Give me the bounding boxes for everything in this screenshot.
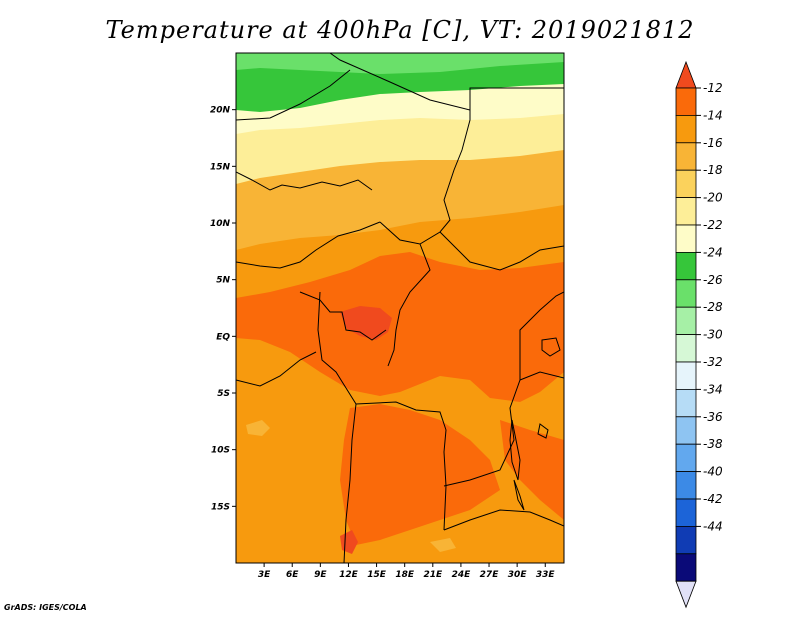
colorbar-swatch bbox=[675, 251, 697, 281]
grads-credit: GrADS: IGES/COLA bbox=[4, 603, 87, 612]
border-line bbox=[343, 403, 357, 563]
colorbar-label: -14 bbox=[703, 108, 723, 122]
border-line bbox=[236, 171, 373, 191]
border-line bbox=[379, 87, 564, 245]
colorbar-swatch bbox=[675, 224, 697, 253]
colorbar-label: -24 bbox=[703, 245, 723, 259]
border-line bbox=[387, 243, 431, 367]
y-tick-label: 5S bbox=[217, 389, 230, 399]
lake-line bbox=[537, 423, 549, 439]
border-line bbox=[236, 221, 381, 269]
colorbar-label: -34 bbox=[703, 382, 723, 396]
x-tick-label: 15E bbox=[367, 570, 387, 580]
colorbar-swatch bbox=[675, 306, 697, 336]
colorbar-swatch bbox=[675, 443, 697, 473]
colorbar-label: -32 bbox=[703, 355, 723, 369]
lake-line bbox=[513, 479, 525, 511]
y-tick-label: 10S bbox=[211, 446, 230, 456]
colorbar-label: -12 bbox=[703, 81, 723, 95]
colorbar-top-arrow bbox=[675, 60, 697, 89]
y-tick-label: 20N bbox=[210, 106, 231, 116]
field-level-m16-spot bbox=[246, 420, 270, 436]
colorbar-label: -42 bbox=[703, 492, 723, 506]
y-tick-label: 15N bbox=[210, 162, 231, 172]
border-line bbox=[329, 53, 471, 120]
field-level-m16-spot-2 bbox=[430, 538, 456, 552]
map-frame bbox=[235, 52, 565, 564]
colorbar-label: -20 bbox=[703, 191, 723, 205]
colorbar-swatch bbox=[675, 526, 697, 555]
colorbar-swatch bbox=[675, 279, 697, 308]
colorbar-swatch bbox=[675, 197, 697, 226]
colorbar-swatch bbox=[675, 334, 697, 363]
colorbar-label: -30 bbox=[703, 328, 723, 342]
country-borders bbox=[236, 53, 564, 563]
border-line bbox=[443, 509, 564, 531]
border-line bbox=[236, 69, 351, 121]
y-axis-ticks: 20N 15N 10N 5N EQ 5S 10S 15S bbox=[210, 106, 236, 512]
colorbar-swatch bbox=[675, 115, 697, 144]
colorbar-label: -16 bbox=[703, 136, 723, 150]
colorbar-swatch bbox=[675, 169, 697, 198]
field-level-m26 bbox=[236, 53, 564, 74]
lake-line bbox=[509, 419, 521, 481]
x-tick-label: 3E bbox=[258, 570, 271, 580]
border-line bbox=[519, 371, 564, 381]
colorbar-swatch bbox=[675, 471, 697, 500]
colorbar-label: -26 bbox=[703, 273, 723, 287]
y-tick-label: EQ bbox=[216, 332, 230, 342]
y-tick-label: 10N bbox=[210, 219, 231, 229]
x-tick-label: 18E bbox=[395, 570, 415, 580]
x-axis-ticks: 3E 6E 9E 12E 15E 18E 21E 24E 27E 30E 33E bbox=[258, 563, 556, 580]
colorbar-swatch bbox=[675, 553, 697, 582]
colorbar-label: -40 bbox=[703, 465, 723, 479]
colorbar-label: -36 bbox=[703, 410, 723, 424]
border-line bbox=[236, 351, 317, 387]
colorbar-label: -44 bbox=[703, 519, 723, 533]
border-line bbox=[299, 291, 387, 341]
x-tick-label: 27E bbox=[480, 570, 500, 580]
colorbar-swatch bbox=[675, 498, 697, 527]
colorbar-swatch bbox=[675, 142, 697, 171]
field-level-m14-south bbox=[340, 404, 500, 545]
colorbar-label: -28 bbox=[703, 300, 723, 314]
x-tick-label: 33E bbox=[536, 570, 556, 580]
colorbar-swatch bbox=[675, 388, 697, 418]
chart-title: Temperature at 400hPa [C], VT: 201902181… bbox=[105, 16, 695, 44]
border-line bbox=[443, 291, 564, 487]
border-line bbox=[439, 231, 564, 271]
colorbar-label: -38 bbox=[703, 437, 723, 451]
field-level-m14-east bbox=[500, 420, 564, 520]
colorbar-swatch bbox=[675, 361, 697, 390]
colorbar: -12 -14 -16 -18 -20 -22 -24 -26 -28 -30 -32 -34 -36 -… bbox=[675, 60, 723, 609]
x-tick-label: 9E bbox=[314, 570, 327, 580]
colorbar-label: -22 bbox=[703, 218, 723, 232]
colorbar-label: -18 bbox=[703, 163, 723, 177]
x-tick-label: 6E bbox=[286, 570, 299, 580]
colorbar-bottom-arrow bbox=[675, 580, 697, 609]
y-tick-label: 5N bbox=[216, 276, 230, 286]
colorbar-swatch bbox=[675, 87, 697, 116]
x-tick-label: 12E bbox=[339, 570, 359, 580]
border-line bbox=[345, 387, 447, 531]
x-tick-label: 30E bbox=[508, 570, 528, 580]
y-tick-label: 15S bbox=[211, 502, 230, 512]
colorbar-swatch bbox=[675, 416, 697, 445]
x-tick-label: 24E bbox=[452, 570, 472, 580]
x-tick-label: 21E bbox=[423, 570, 443, 580]
border-line bbox=[317, 291, 347, 389]
field-level-m14 bbox=[236, 252, 564, 402]
lake-line bbox=[541, 337, 561, 357]
